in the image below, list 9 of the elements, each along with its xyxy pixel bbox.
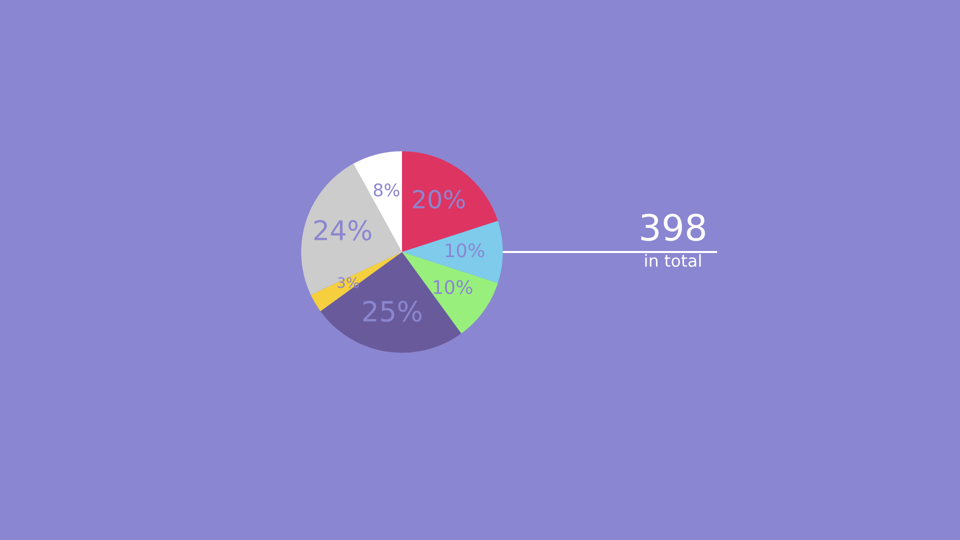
data-label: 20% <box>413 190 465 209</box>
data-label: 3% <box>338 277 359 288</box>
data-label: 24% <box>314 220 372 241</box>
pie-slice <box>301 164 402 295</box>
data-label: 8% <box>374 183 400 197</box>
data-label: 10% <box>434 280 472 294</box>
data-label: 10% <box>446 243 484 258</box>
text: 398 <box>641 214 705 242</box>
text: in total <box>645 254 701 267</box>
